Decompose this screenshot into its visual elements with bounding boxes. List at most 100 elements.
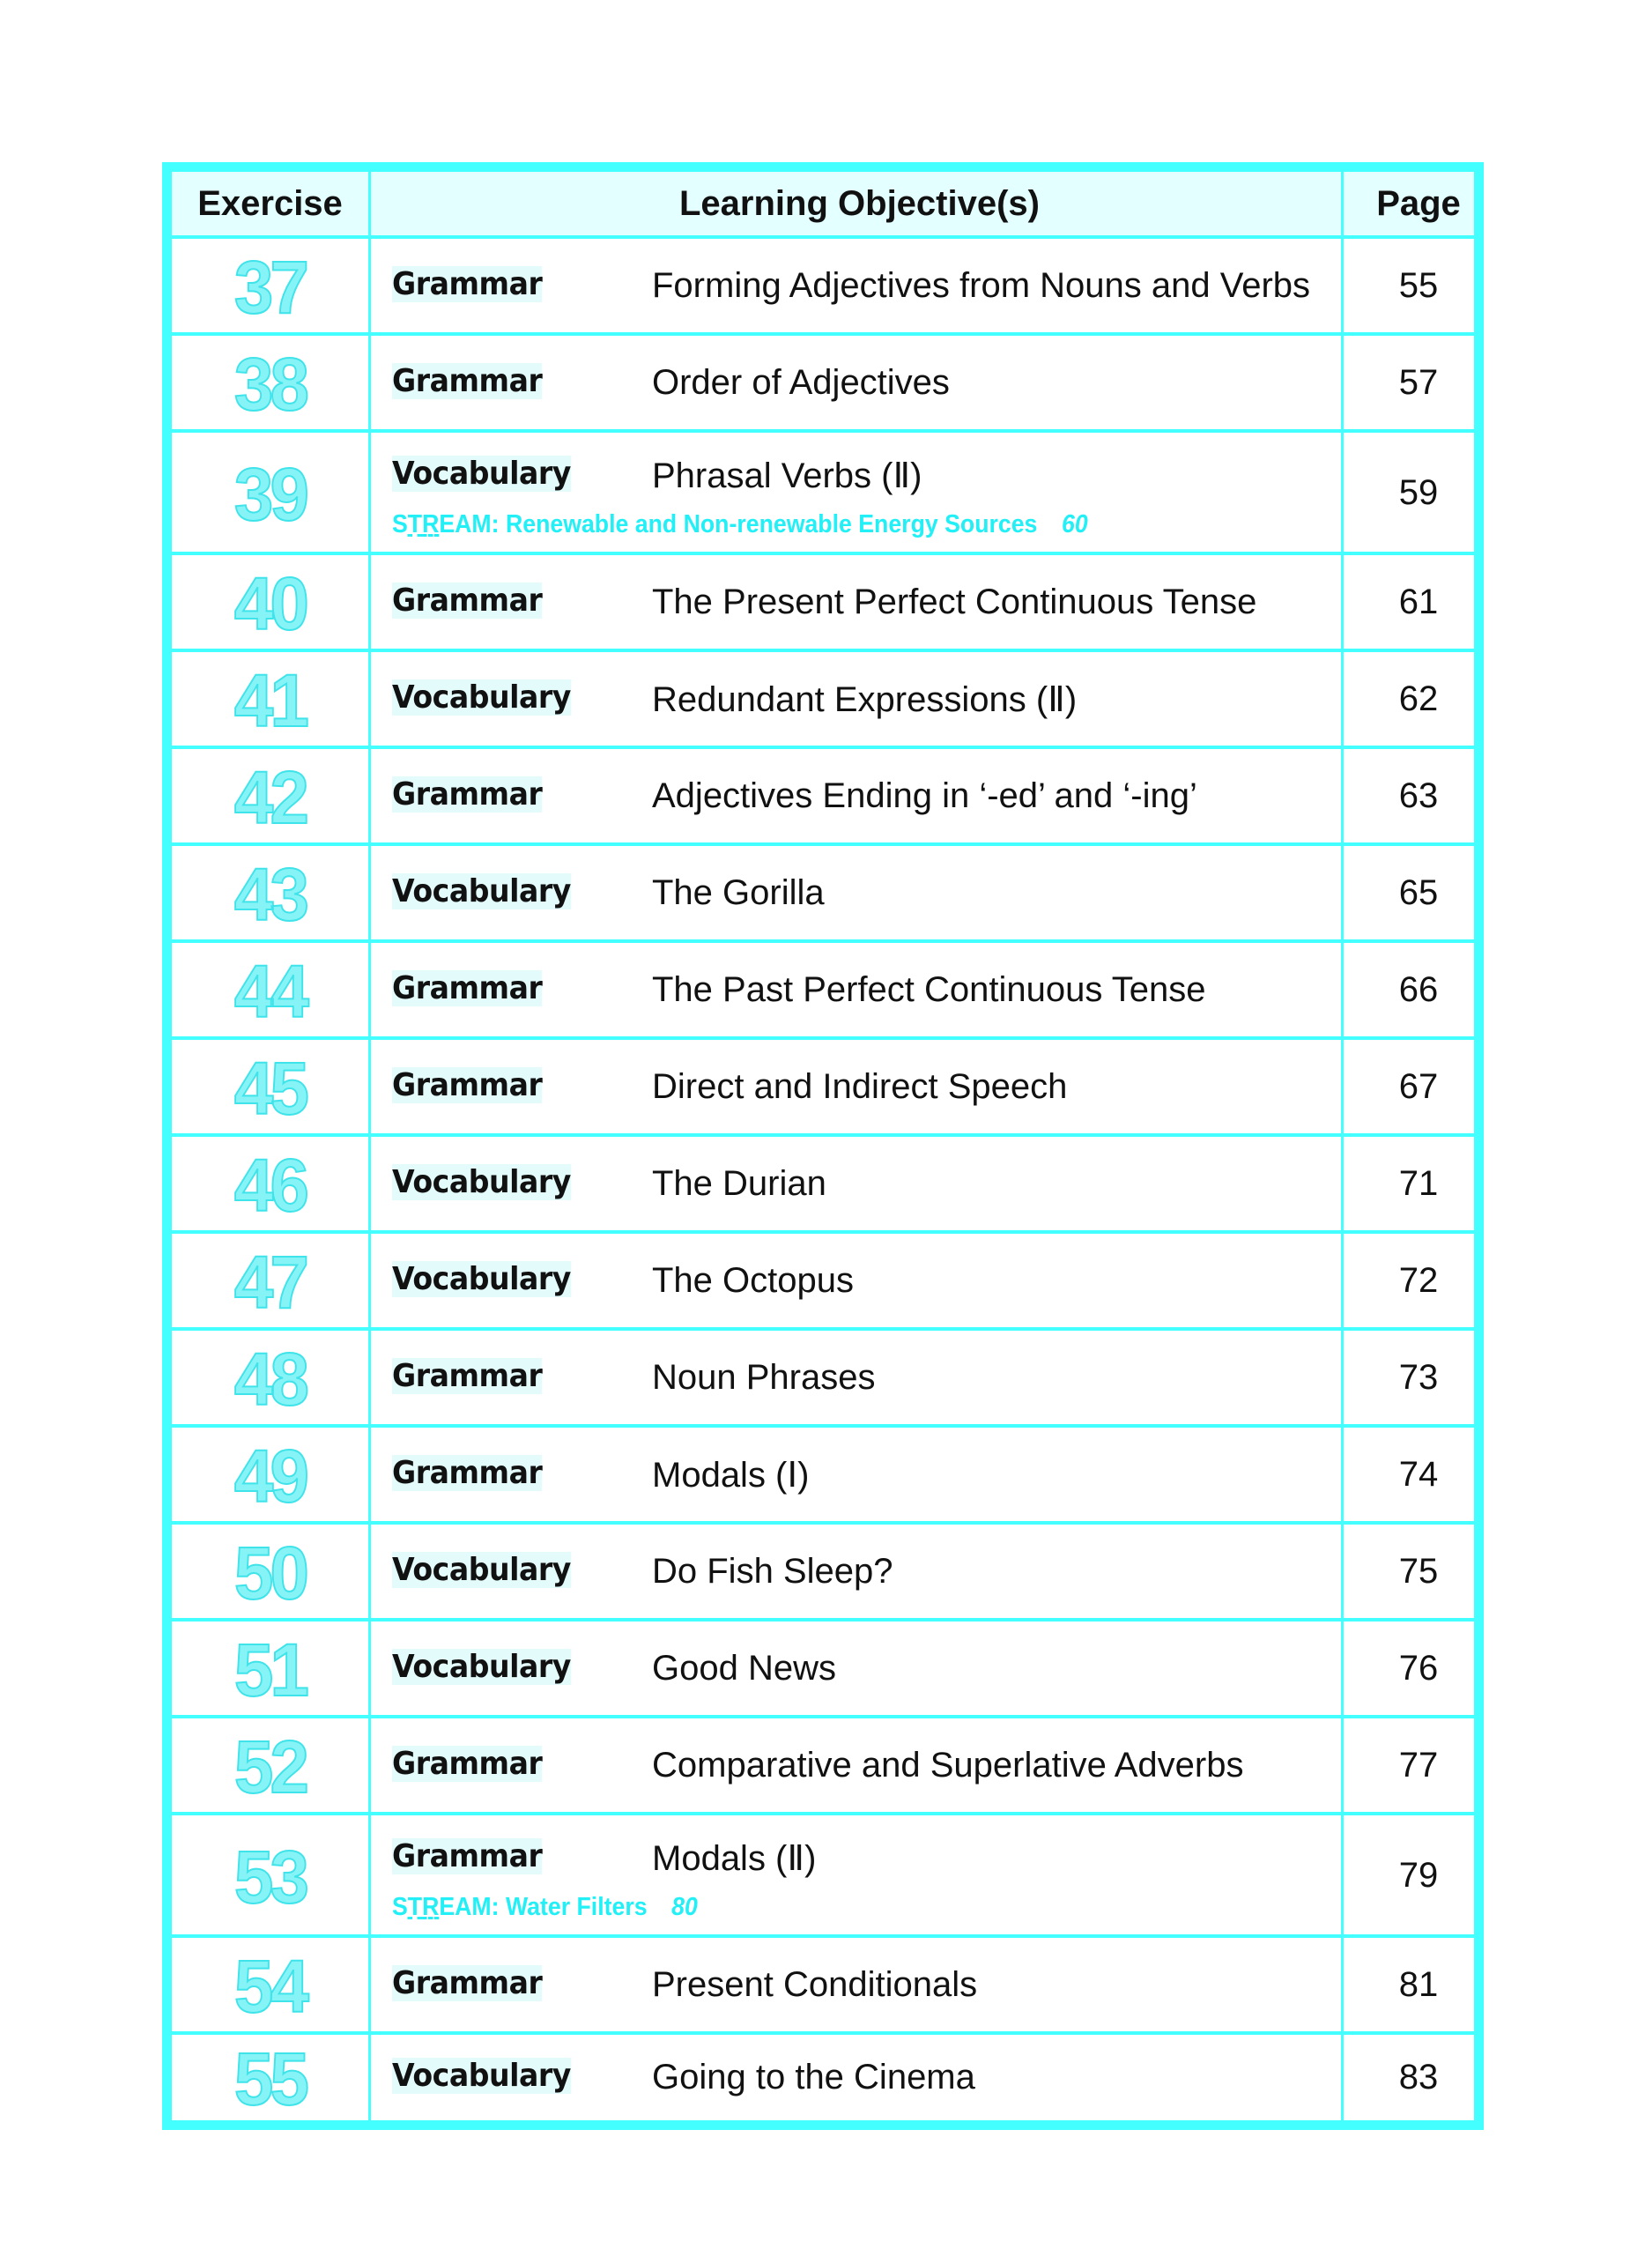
exercise-number: 45 bbox=[233, 1046, 310, 1131]
exercise-number: 49 bbox=[233, 1434, 310, 1518]
page-number: 73 bbox=[1398, 1358, 1439, 1397]
category-label: Grammar bbox=[392, 583, 543, 619]
page-number: 75 bbox=[1398, 1552, 1439, 1591]
exercise-number: 54 bbox=[233, 1944, 310, 2029]
objective-link[interactable]: Adjectives Ending in ‘-ed’ and ‘-ing’ bbox=[652, 776, 1197, 815]
category-label: Grammar bbox=[392, 1067, 543, 1103]
objective-link[interactable]: Direct and Indirect Speech bbox=[652, 1067, 1068, 1106]
exercise-number: 46 bbox=[233, 1143, 310, 1228]
category-label: Vocabulary bbox=[392, 2057, 571, 2094]
objective-link[interactable]: Phrasal Verbs (Ⅱ) bbox=[652, 456, 922, 495]
objective-link[interactable]: Modals (Ⅱ) bbox=[652, 1839, 817, 1878]
category-label: Grammar bbox=[392, 266, 543, 302]
objective-link[interactable]: Comparative and Superlative Adverbs bbox=[652, 1746, 1244, 1785]
stream-s: S bbox=[392, 1893, 408, 1921]
objective-link[interactable]: The Durian bbox=[652, 1164, 826, 1203]
category-label: Vocabulary bbox=[392, 679, 571, 716]
objective-link[interactable]: The Octopus bbox=[652, 1261, 855, 1300]
exercise-number: 47 bbox=[233, 1240, 310, 1325]
objective-link[interactable]: The Gorilla bbox=[652, 873, 825, 912]
table-row: 55 Vocabulary Going to the Cinema 83 bbox=[172, 2035, 1474, 2122]
page-number: 79 bbox=[1398, 1855, 1439, 1895]
contents-table: Exercise Learning Objective(s) Page 37 Gr… bbox=[162, 162, 1484, 2130]
exercise-number: 55 bbox=[233, 2037, 310, 2121]
header-page: Page bbox=[1376, 184, 1461, 223]
table-row: 40 Grammar The Present Perfect Continuous … bbox=[172, 555, 1474, 652]
exercise-number: 41 bbox=[233, 658, 310, 743]
exercise-number: 40 bbox=[233, 561, 310, 646]
page-number: 55 bbox=[1398, 266, 1439, 305]
exercise-number: 48 bbox=[233, 1337, 310, 1421]
objective-link[interactable]: Present Conditionals bbox=[652, 1965, 978, 2004]
table-row: 37 Grammar Forming Adjectives from Nouns a… bbox=[172, 239, 1474, 336]
stream-t: T bbox=[407, 510, 423, 538]
exercise-number: 38 bbox=[233, 342, 310, 427]
table-row: 49 Grammar Modals (Ⅰ) 74 bbox=[172, 1428, 1474, 1525]
page-number: 74 bbox=[1398, 1455, 1439, 1494]
exercise-number: 52 bbox=[233, 1725, 310, 1809]
stream-page: 60 bbox=[1062, 510, 1088, 538]
table-row: 45 Grammar Direct and Indirect Speech 67 bbox=[172, 1040, 1474, 1137]
objective-link[interactable]: The Present Perfect Continuous Tense bbox=[652, 583, 1257, 621]
stream-note[interactable]: STREAM: Renewable and Non-renewable Ener… bbox=[392, 510, 1088, 539]
table-row: 50 Vocabulary Do Fish Sleep? 75 bbox=[172, 1525, 1474, 1622]
page-number: 77 bbox=[1398, 1746, 1439, 1785]
page-number: 76 bbox=[1398, 1649, 1439, 1688]
category-label: Vocabulary bbox=[392, 873, 571, 909]
stream-r: R bbox=[422, 1893, 440, 1921]
objective-link[interactable]: Forming Adjectives from Nouns and Verbs bbox=[652, 266, 1311, 305]
page-number: 67 bbox=[1398, 1067, 1439, 1106]
objective-link[interactable]: Noun Phrases bbox=[652, 1358, 876, 1397]
table-row: 38 Grammar Order of Adjectives 57 bbox=[172, 336, 1474, 433]
objective-link[interactable]: The Past Perfect Continuous Tense bbox=[652, 970, 1206, 1009]
exercise-number: 51 bbox=[233, 1628, 310, 1712]
objective-link[interactable]: Do Fish Sleep? bbox=[652, 1552, 893, 1591]
stream-note[interactable]: STREAM: Water Filters 80 bbox=[392, 1893, 698, 1922]
category-label: Grammar bbox=[392, 776, 543, 813]
exercise-number: 43 bbox=[233, 852, 310, 937]
table-row: 52 Grammar Comparative and Superlative Adv… bbox=[172, 1718, 1474, 1815]
header-exercise: Exercise bbox=[197, 184, 343, 223]
objective-link[interactable]: Modals (Ⅰ) bbox=[652, 1456, 810, 1495]
page-number: 59 bbox=[1398, 472, 1439, 512]
table-row: 39 Vocabulary Phrasal Verbs (Ⅱ) 59 STREAM: R… bbox=[172, 433, 1474, 555]
category-label: Vocabulary bbox=[392, 1552, 571, 1588]
column-divider bbox=[368, 172, 371, 2120]
category-label: Vocabulary bbox=[392, 1164, 571, 1200]
table-row: 43 Vocabulary The Gorilla 65 bbox=[172, 846, 1474, 943]
exercise-number: 53 bbox=[233, 1835, 310, 1919]
table-row: 47 Vocabulary The Octopus 72 bbox=[172, 1234, 1474, 1331]
column-divider bbox=[1341, 172, 1344, 2120]
objective-link[interactable]: Going to the Cinema bbox=[652, 2057, 975, 2096]
stream-title: EAM: Renewable and Non-renewable Energy … bbox=[439, 510, 1038, 538]
table-row: 41 Vocabulary Redundant Expressions (Ⅱ) 62 bbox=[172, 652, 1474, 749]
stream-page: 80 bbox=[671, 1893, 698, 1921]
table-row: 42 Grammar Adjectives Ending in ‘-ed’ and … bbox=[172, 749, 1474, 846]
page-number: 81 bbox=[1398, 1965, 1439, 2004]
exercise-number: 37 bbox=[233, 245, 310, 330]
stream-t: T bbox=[407, 1893, 423, 1921]
page-number: 61 bbox=[1398, 583, 1439, 621]
table-row: 44 Grammar The Past Perfect Continuous Ten… bbox=[172, 943, 1474, 1040]
exercise-number: 50 bbox=[233, 1531, 310, 1615]
category-label: Grammar bbox=[392, 1965, 543, 2001]
table-row: 51 Vocabulary Good News 76 bbox=[172, 1622, 1474, 1718]
objective-link[interactable]: Good News bbox=[652, 1649, 836, 1688]
stream-r: R bbox=[422, 510, 440, 538]
page-number: 63 bbox=[1398, 776, 1439, 815]
page-number: 66 bbox=[1398, 970, 1439, 1009]
category-label: Grammar bbox=[392, 1358, 543, 1394]
stream-s: S bbox=[392, 510, 408, 538]
page-number: 72 bbox=[1398, 1261, 1439, 1300]
objective-link[interactable]: Redundant Expressions (Ⅱ) bbox=[652, 680, 1078, 719]
category-label: Grammar bbox=[392, 1746, 543, 1782]
page-number: 62 bbox=[1398, 679, 1439, 718]
exercise-number: 39 bbox=[233, 452, 310, 537]
objective-link[interactable]: Order of Adjectives bbox=[652, 363, 950, 402]
category-label: Vocabulary bbox=[392, 1649, 571, 1685]
category-label: Grammar bbox=[392, 1455, 543, 1491]
page-number: 83 bbox=[1398, 2057, 1439, 2096]
header-objective: Learning Objective(s) bbox=[679, 184, 1040, 223]
page-number: 71 bbox=[1398, 1164, 1439, 1203]
exercise-number: 42 bbox=[233, 755, 310, 840]
